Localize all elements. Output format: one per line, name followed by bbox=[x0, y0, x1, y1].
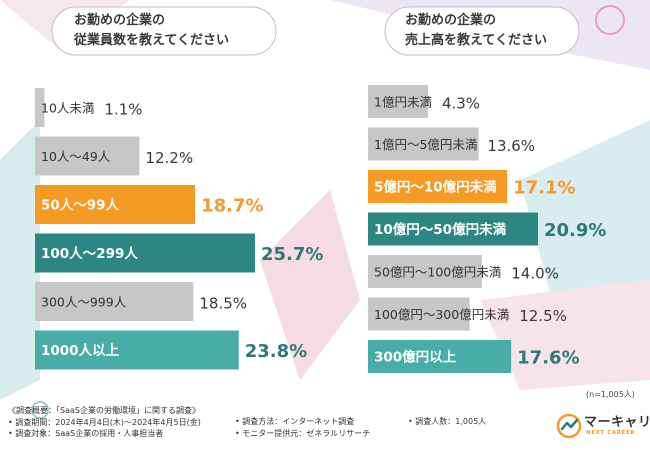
value-label: 17.6% bbox=[517, 348, 579, 369]
background-decoration bbox=[0, 0, 650, 419]
title-box-left bbox=[51, 6, 277, 56]
category-label: 5億円〜10億円未満 bbox=[374, 179, 497, 196]
value-label: 13.6% bbox=[487, 137, 535, 155]
category-label: 1000人以上 bbox=[41, 343, 120, 359]
category-label: 50人〜99人 bbox=[41, 198, 120, 214]
value-label: 18.5% bbox=[199, 295, 247, 313]
value-label: 1.1% bbox=[104, 101, 142, 119]
bar-right-1 bbox=[368, 127, 479, 161]
category-label: 10人〜49人 bbox=[41, 149, 111, 164]
footer-col-3: • 調査人数：1,005人 bbox=[408, 416, 486, 428]
bar-right-6 bbox=[368, 340, 512, 373]
logo-name: マーキャリ bbox=[584, 415, 650, 430]
category-label: 100億円〜300億円未満 bbox=[374, 307, 509, 322]
sample-size-note: (n=1,005人) bbox=[586, 390, 635, 399]
category-label: 1億円〜5億円未満 bbox=[374, 137, 477, 152]
bar-left-5 bbox=[35, 330, 239, 370]
logo-mark-icon bbox=[556, 413, 582, 439]
chart-title-right-line2: 売上高を教えてください bbox=[405, 32, 547, 48]
footer-line: • 調査方法：インターネット調査 bbox=[235, 417, 355, 426]
title-box-right bbox=[384, 6, 580, 56]
value-label: 20.9% bbox=[544, 220, 606, 241]
bars-right: 1億円未満 4.3% 1億円〜5億円未満 13.6% 5億円〜10億円未満 17.1% 10… bbox=[368, 85, 606, 373]
bar-right-3 bbox=[368, 212, 538, 246]
bar-right-4 bbox=[368, 255, 482, 288]
footer-line: • モニター提供元：ゼネラルリサーチ bbox=[235, 428, 371, 438]
panel-left: お勤めの企業の 従業員数を教えてください 10人未満 1.1% 10人〜49人 12.… bbox=[35, 6, 323, 370]
category-label: 100人〜299人 bbox=[41, 246, 138, 262]
logo: マーキャリ NEXT CAREER bbox=[556, 410, 650, 442]
panel-right: お勤めの企業の 売上高を教えてください 1億円未満 4.3% 1億円〜5億円未満 13… bbox=[368, 6, 606, 373]
footer-line: • 調査対象：SaaS企業の採用・人事担当者 bbox=[8, 429, 164, 438]
value-label: 18.7% bbox=[201, 196, 263, 217]
category-label: 300人〜999人 bbox=[41, 295, 127, 310]
bar-left-4 bbox=[35, 282, 194, 321]
logo-subtitle: NEXT CAREER bbox=[586, 430, 636, 436]
footer-col-2: • 調査方法：インターネット調査 • モニター提供元：ゼネラルリサーチ bbox=[235, 416, 370, 439]
footer-line: • 調査人数：1,005人 bbox=[408, 417, 487, 426]
value-label: 17.1% bbox=[513, 178, 575, 199]
category-label: 1億円未満 bbox=[374, 95, 432, 110]
chart-title-left-line2: 従業員数を教えてください bbox=[73, 32, 229, 48]
bar-left-1 bbox=[35, 136, 140, 176]
bars-left: 10人未満 1.1% 10人〜49人 12.2% 50人〜99人 18.7% 100人〜29… bbox=[35, 88, 323, 370]
chart-title-left-line1: お勤めの企業の bbox=[74, 12, 165, 28]
category-label: 300億円以上 bbox=[374, 349, 457, 366]
category-label: 10人未満 bbox=[41, 101, 94, 116]
value-label: 23.8% bbox=[245, 341, 307, 362]
value-label: 25.7% bbox=[261, 244, 323, 265]
value-label: 4.3% bbox=[442, 95, 480, 113]
bar-right-2 bbox=[368, 170, 508, 203]
bar-left-2 bbox=[35, 185, 196, 224]
chart-title-right-line1: お勤めの企業の bbox=[405, 12, 496, 28]
bar-left-3 bbox=[35, 233, 255, 273]
value-label: 12.2% bbox=[145, 149, 193, 167]
category-label: 10億円〜50億円未満 bbox=[374, 221, 507, 238]
bar-left-0 bbox=[35, 88, 45, 127]
value-label: 12.5% bbox=[519, 307, 567, 325]
footer-line: • 調査期間：2024年4月4日(木)〜2024年4月5日(金) bbox=[8, 417, 201, 427]
bar-right-5 bbox=[368, 297, 470, 331]
footer-col-1: 《調査概要：「SaaS企業の労働環境」に関する調査》 • 調査期間：2024年4… bbox=[8, 405, 201, 440]
footer-line: 《調査概要：「SaaS企業の労働環境」に関する調査》 bbox=[8, 406, 200, 415]
bar-right-0 bbox=[368, 85, 428, 118]
value-label: 14.0% bbox=[511, 265, 559, 283]
category-label: 50億円〜100億円未満 bbox=[374, 265, 501, 280]
